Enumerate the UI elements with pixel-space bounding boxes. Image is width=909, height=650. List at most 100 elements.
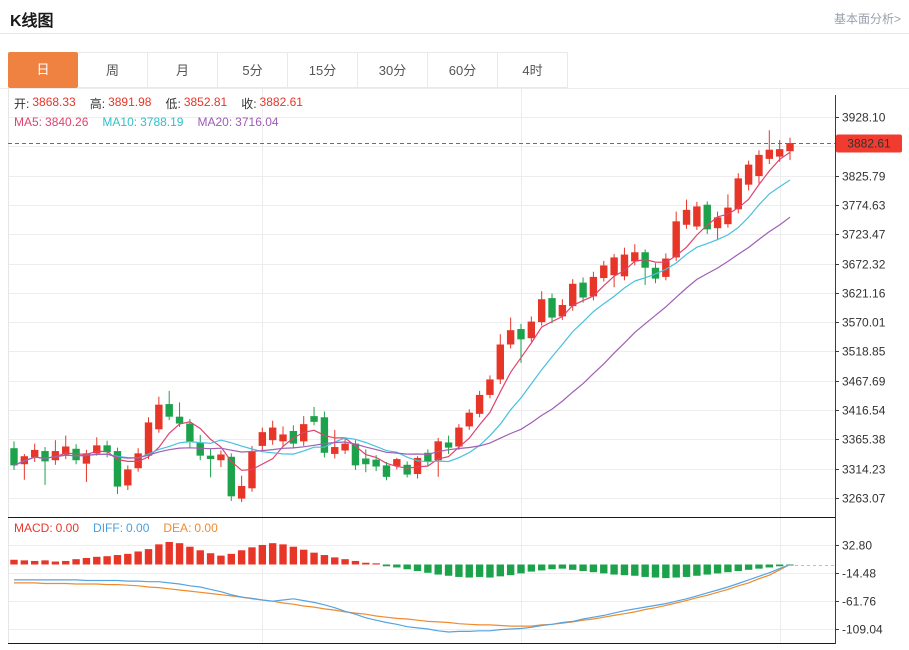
candle-up [775, 149, 784, 157]
candle-down [10, 448, 18, 466]
macd-bar-positive [93, 556, 101, 565]
macd-bar-negative [424, 564, 432, 573]
tab-timeframe-5[interactable]: 30分 [358, 52, 428, 88]
macd-bar-positive [372, 563, 380, 565]
price-axis-label: 3416.54 [842, 404, 886, 418]
macd-bar-negative [693, 564, 701, 576]
macd-bar-positive [217, 555, 225, 565]
macd-bar-negative [486, 564, 494, 578]
fundamental-analysis-link[interactable]: 基本面分析> [833, 12, 901, 26]
candle-up [496, 344, 504, 380]
price-axis-label: 3365.38 [842, 433, 886, 447]
macd-bar-negative [734, 564, 742, 572]
macdrow-value: 0.00 [55, 521, 80, 535]
macd-bar-negative [672, 564, 680, 578]
macd-bar-negative [517, 564, 525, 574]
candle-down [310, 416, 318, 422]
macd-bar-positive [362, 562, 370, 565]
price-axis-label: 3825.79 [842, 170, 886, 184]
tab-timeframe-1[interactable]: 周 [78, 52, 148, 88]
macd-bar-positive [237, 550, 246, 565]
page-header: K线图 基本面分析> [0, 0, 909, 34]
price-axis-label: 3263.07 [842, 492, 886, 506]
candles [10, 130, 794, 503]
candle-up [734, 178, 742, 210]
candle-down [113, 451, 122, 487]
candle-up [569, 283, 577, 307]
candle-up [682, 209, 691, 225]
candle-up [486, 379, 494, 395]
candle-down [424, 452, 432, 462]
macd-bar-positive [279, 544, 287, 565]
candle-up [610, 257, 618, 276]
macd-bar-negative [765, 564, 774, 568]
candle-down [548, 298, 556, 318]
tab-timeframe-0[interactable]: 日 [8, 52, 78, 88]
macd-bar-positive [310, 552, 318, 565]
macd-bar-positive [351, 560, 360, 565]
candle-up [51, 451, 60, 461]
macd-bar-negative [444, 564, 453, 576]
ma-value: 3788.19 [140, 115, 184, 129]
ohlc-label: 低: [165, 97, 181, 111]
macd-bar-positive [113, 555, 122, 565]
ma-label: MA10: [102, 115, 138, 129]
price-axis-label: 3467.69 [842, 375, 886, 389]
macd-axis-label: 32.80 [842, 539, 872, 553]
tab-timeframe-7[interactable]: 4时 [498, 52, 568, 88]
candle-up [744, 164, 753, 185]
macd-bar-positive [227, 553, 235, 565]
price-axis-label: 3672.32 [842, 258, 886, 272]
candle-up [258, 432, 267, 446]
ohlc-item: 高: 3891.98 [90, 95, 152, 112]
diff-line [14, 563, 791, 633]
macd-bar-negative [465, 564, 473, 578]
ohlc-label: 高: [89, 97, 106, 111]
macdrow-label: DIFF: [93, 521, 124, 535]
candle-down [206, 455, 215, 460]
current-price-badge [836, 134, 902, 153]
macd-axis-label: -61.76 [842, 595, 876, 609]
tab-timeframe-3[interactable]: 5分 [218, 52, 288, 88]
macd-bar-negative [631, 564, 639, 576]
macd-bar-negative [600, 564, 608, 574]
price-axis-label: 3774.63 [842, 199, 886, 213]
macd-bar-positive [175, 543, 184, 565]
candle-up [465, 412, 473, 427]
candle-up [755, 154, 763, 177]
tab-timeframe-4[interactable]: 15分 [288, 52, 358, 88]
candle-up [765, 149, 774, 159]
candle-up [589, 276, 598, 297]
ohlc-item: 低: 3852.81 [165, 95, 227, 112]
macd-bar-negative [620, 564, 629, 576]
candle-up [144, 422, 153, 456]
macd-bar-negative [755, 564, 763, 569]
candle-down [403, 464, 411, 475]
ma-item: MA20: 3716.04 [197, 115, 278, 129]
candle-up [527, 321, 536, 339]
candle-up [93, 445, 101, 454]
tab-timeframe-2[interactable]: 月 [148, 52, 218, 88]
macd-bar-negative [651, 564, 660, 578]
macd-bar-positive [155, 544, 163, 565]
candle-up [724, 207, 732, 225]
candle-down [651, 267, 660, 279]
macdrow-item: DIFF: 0.00 [93, 521, 149, 535]
ma-label: MA5: [14, 115, 43, 129]
macdrow-item: MACD: 0.00 [14, 521, 79, 535]
ma20-line [13, 216, 791, 466]
candle-down [186, 423, 194, 442]
candle-up [455, 427, 463, 447]
macd-bar-positive [186, 546, 194, 565]
macd-bar-positive [62, 560, 70, 565]
macd-bar-negative [744, 564, 753, 570]
macd-axis-label: -109.04 [842, 623, 883, 637]
tab-timeframe-6[interactable]: 60分 [428, 52, 498, 88]
ohlc-label: 开: [14, 97, 30, 111]
macd-bar-positive [82, 557, 91, 565]
candle-up [620, 254, 629, 277]
current-price-badge-text: 3882.61 [847, 137, 891, 151]
macd-bar-negative [413, 564, 422, 572]
